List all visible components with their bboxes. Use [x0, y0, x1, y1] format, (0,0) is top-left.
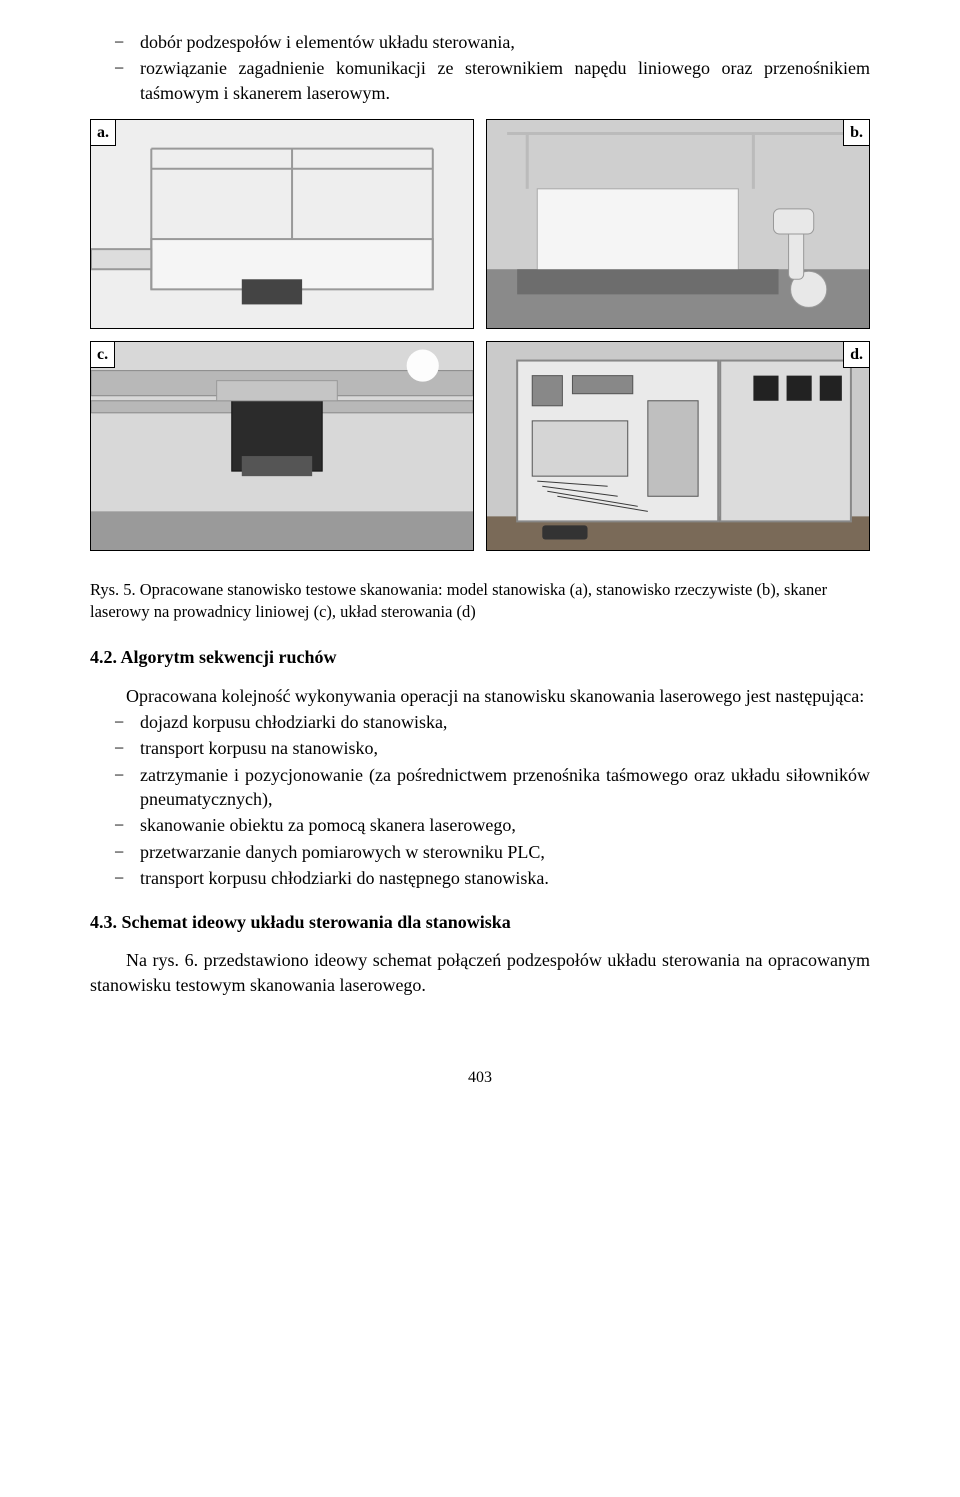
list-item: przetwarzanie danych pomiarowych w stero…: [90, 840, 870, 864]
section-4-3-paragraph: Na rys. 6. przedstawiono ideowy schemat …: [90, 948, 870, 997]
figure-c-illustration: [91, 342, 473, 550]
section-4-2-list: dojazd korpusu chłodziarki do stanowiska…: [90, 710, 870, 890]
list-item: transport korpusu na stanowisko,: [90, 736, 870, 760]
section-4-2-heading: 4.2. Algorytm sekwencji ruchów: [90, 645, 870, 669]
figure-5-caption: Rys. 5. Opracowane stanowisko testowe sk…: [90, 579, 870, 624]
figure-b-illustration: [487, 120, 869, 328]
figure-row-top: a. b.: [90, 119, 870, 329]
section-4-2-intro: Opracowana kolejność wykonywania operacj…: [90, 684, 870, 708]
list-item: skanowanie obiektu za pomocą skanera las…: [90, 813, 870, 837]
figure-panel-b: b.: [486, 119, 870, 329]
figure-panel-c: c.: [90, 341, 474, 551]
page-number: 403: [90, 1067, 870, 1089]
figure-row-bottom: c. d.: [90, 341, 870, 551]
list-item: dobór podzespołów i elementów układu ste…: [90, 30, 870, 54]
figure-a-illustration: [91, 120, 473, 328]
figure-label-a: a.: [91, 120, 116, 147]
list-item: transport korpusu chłodziarki do następn…: [90, 866, 870, 890]
list-item: rozwiązanie zagadnienie komunikacji ze s…: [90, 56, 870, 105]
section-4-3-heading: 4.3. Schemat ideowy układu sterowania dl…: [90, 910, 870, 934]
figure-5: a. b.: [90, 119, 870, 551]
figure-panel-a: a.: [90, 119, 474, 329]
figure-label-d: d.: [843, 342, 869, 369]
figure-panel-d: d.: [486, 341, 870, 551]
top-bullet-list: dobór podzespołów i elementów układu ste…: [90, 30, 870, 105]
list-item: dojazd korpusu chłodziarki do stanowiska…: [90, 710, 870, 734]
figure-d-illustration: [487, 342, 869, 550]
list-item: zatrzymanie i pozycjonowanie (za pośredn…: [90, 763, 870, 812]
figure-label-b: b.: [843, 120, 869, 147]
figure-label-c: c.: [91, 342, 115, 369]
